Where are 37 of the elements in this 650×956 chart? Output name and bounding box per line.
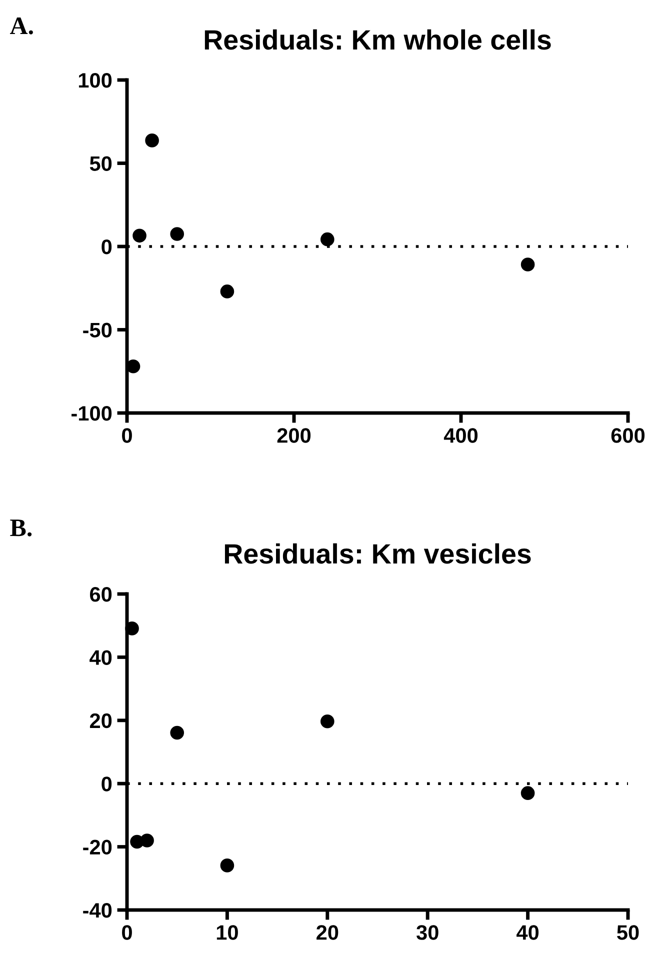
- x-tick-label: 600: [611, 428, 645, 443]
- x-tick-label: 40: [516, 925, 539, 940]
- y-tick-label: 100: [78, 73, 112, 88]
- x-tick-label: 20: [316, 925, 338, 940]
- point: [145, 134, 159, 148]
- y-tick-label: 50: [90, 156, 112, 172]
- point: [220, 858, 234, 872]
- y-tick-label: -20: [83, 840, 112, 855]
- y-tick-label: 60: [90, 587, 112, 602]
- y-tick-label: -40: [83, 903, 112, 918]
- point: [520, 786, 535, 800]
- y-tick-label: 20: [90, 713, 112, 728]
- text: A.: [10, 18, 33, 34]
- chart-title: Residuals: Km whole cells: [204, 29, 551, 50]
- text: B.: [10, 520, 32, 536]
- point: [220, 284, 234, 298]
- x-tick-label: 200: [277, 428, 311, 443]
- point: [170, 726, 184, 740]
- x-tick-label: 30: [416, 925, 438, 940]
- x-tick-label: 10: [216, 925, 238, 940]
- point: [320, 714, 334, 728]
- point: [132, 228, 146, 243]
- x-tick-label: 0: [122, 925, 132, 940]
- y-tick-label: -100: [72, 406, 112, 421]
- y-tick-label: 0: [102, 240, 112, 254]
- y-tick-label: -50: [83, 322, 112, 338]
- point: [140, 834, 154, 848]
- point: [125, 622, 139, 636]
- y-tick-label: 0: [102, 776, 112, 792]
- x-tick-label: 0: [122, 428, 132, 443]
- point: [170, 227, 184, 241]
- x-tick-label: 50: [617, 925, 639, 940]
- x-tick-label: 400: [444, 428, 478, 443]
- point: [520, 258, 535, 272]
- point: [320, 232, 334, 246]
- chart-title: Residuals: Km vesicles: [224, 543, 531, 564]
- y-tick-label: 40: [90, 650, 112, 665]
